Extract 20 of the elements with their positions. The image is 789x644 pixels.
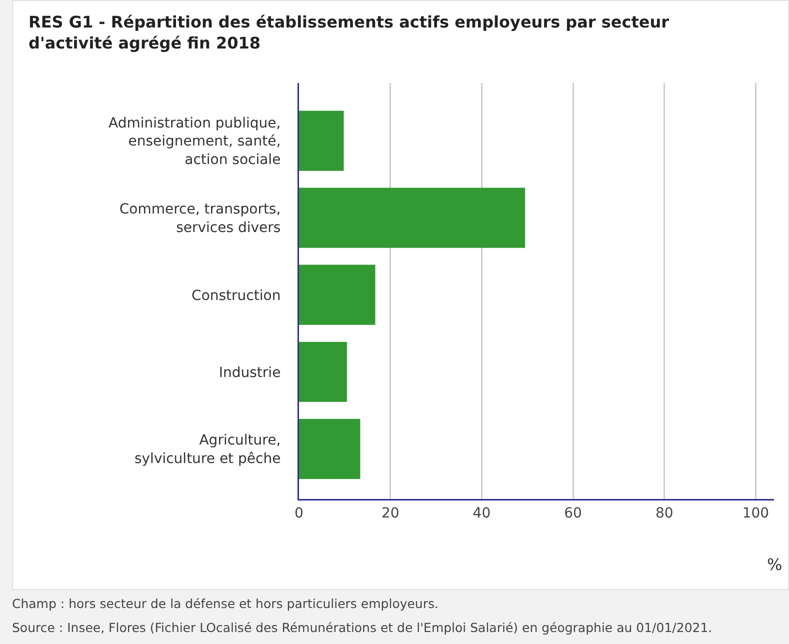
- bar: [299, 188, 526, 248]
- y-tick-label: Administration publique, enseignement, santé, action sociale: [108, 115, 281, 168]
- x-tick-label: 60: [564, 505, 582, 522]
- x-tick-label: 20: [381, 505, 400, 522]
- y-tick-label: Agriculture, sylviculture et pêche: [134, 432, 281, 467]
- y-tick-label: Commerce, transports, services divers: [119, 202, 281, 236]
- bar: [299, 110, 344, 171]
- bar: [299, 418, 360, 479]
- x-tick-label: 100: [742, 505, 770, 522]
- bar: [299, 342, 347, 402]
- source-note: Source : Insee, Flores (Fichier LOcalisé des Rémunérations et de l'Emploi Salarié) en géographie au 01/01/2021.: [12, 619, 714, 637]
- x-axis-title: %: [767, 555, 782, 574]
- x-tick-label: 80: [655, 505, 674, 522]
- x-tick-label: 40: [472, 505, 491, 522]
- chart-title: RES G1 - Répartition des établissements actifs employeurs par secteur d'activité agrégé fin 2018: [28, 12, 670, 52]
- bar: [299, 264, 376, 325]
- y-tick-label: Construction: [192, 288, 281, 304]
- y-tick-label: Industrie: [218, 364, 281, 381]
- x-tick-label: 0: [294, 505, 304, 522]
- text: Champ : hors secteur de la défense et hors particuliers employeurs.: [12, 595, 440, 613]
